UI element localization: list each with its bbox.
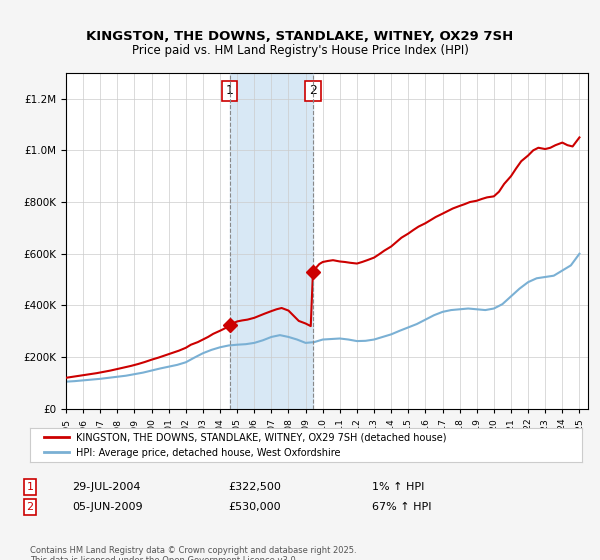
Text: KINGSTON, THE DOWNS, STANDLAKE, WITNEY, OX29 7SH: KINGSTON, THE DOWNS, STANDLAKE, WITNEY, … — [86, 30, 514, 43]
Text: 2: 2 — [26, 502, 34, 512]
Text: Contains HM Land Registry data © Crown copyright and database right 2025.
This d: Contains HM Land Registry data © Crown c… — [30, 546, 356, 560]
Text: £322,500: £322,500 — [228, 482, 281, 492]
Legend: KINGSTON, THE DOWNS, STANDLAKE, WITNEY, OX29 7SH (detached house), HPI: Average : KINGSTON, THE DOWNS, STANDLAKE, WITNEY, … — [40, 429, 451, 461]
Text: 05-JUN-2009: 05-JUN-2009 — [72, 502, 143, 512]
Text: 1: 1 — [26, 482, 34, 492]
Text: 29-JUL-2004: 29-JUL-2004 — [72, 482, 140, 492]
Text: Price paid vs. HM Land Registry's House Price Index (HPI): Price paid vs. HM Land Registry's House … — [131, 44, 469, 57]
Text: 1% ↑ HPI: 1% ↑ HPI — [372, 482, 424, 492]
Text: 1: 1 — [226, 85, 234, 97]
Text: 2: 2 — [309, 85, 317, 97]
Text: £530,000: £530,000 — [228, 502, 281, 512]
Bar — [230, 73, 313, 409]
Text: 67% ↑ HPI: 67% ↑ HPI — [372, 502, 431, 512]
